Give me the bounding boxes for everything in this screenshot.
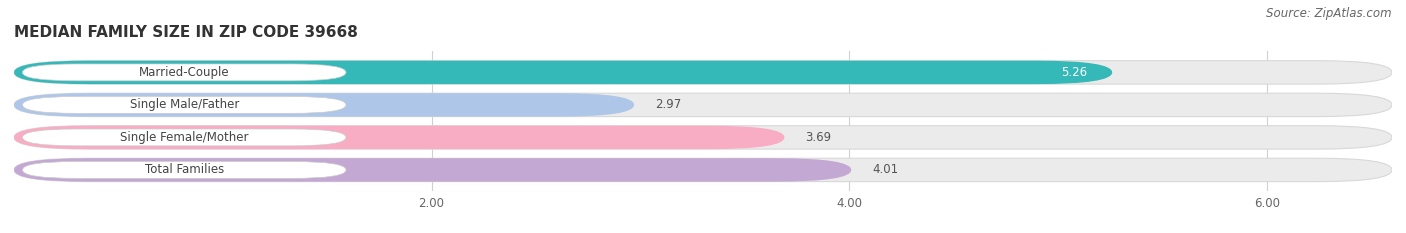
FancyBboxPatch shape xyxy=(14,126,785,149)
Text: MEDIAN FAMILY SIZE IN ZIP CODE 39668: MEDIAN FAMILY SIZE IN ZIP CODE 39668 xyxy=(14,25,359,40)
Text: 4.01: 4.01 xyxy=(872,163,898,176)
Text: 5.26: 5.26 xyxy=(1062,66,1087,79)
FancyBboxPatch shape xyxy=(14,158,1392,182)
FancyBboxPatch shape xyxy=(22,161,346,178)
Text: Married-Couple: Married-Couple xyxy=(139,66,229,79)
FancyBboxPatch shape xyxy=(22,64,346,81)
Text: Single Male/Father: Single Male/Father xyxy=(129,98,239,111)
FancyBboxPatch shape xyxy=(14,93,634,116)
FancyBboxPatch shape xyxy=(14,61,1112,84)
FancyBboxPatch shape xyxy=(14,61,1392,84)
FancyBboxPatch shape xyxy=(14,93,1392,116)
Text: 2.97: 2.97 xyxy=(655,98,682,111)
FancyBboxPatch shape xyxy=(14,126,1392,149)
Text: Total Families: Total Families xyxy=(145,163,224,176)
FancyBboxPatch shape xyxy=(22,96,346,113)
Text: 3.69: 3.69 xyxy=(806,131,831,144)
Text: Source: ZipAtlas.com: Source: ZipAtlas.com xyxy=(1267,7,1392,20)
Text: Single Female/Mother: Single Female/Mother xyxy=(120,131,249,144)
FancyBboxPatch shape xyxy=(14,158,851,182)
FancyBboxPatch shape xyxy=(22,129,346,146)
